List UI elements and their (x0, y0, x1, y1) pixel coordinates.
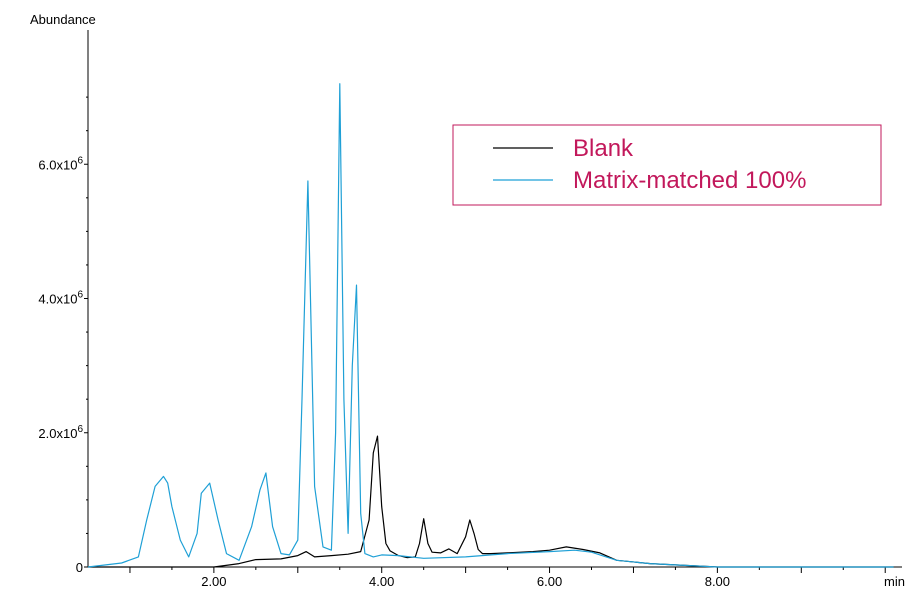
series-line-matrix-matched (87, 83, 894, 568)
x-tick-label: 6.00 (537, 574, 562, 589)
legend-box (452, 124, 882, 206)
x-axis-title: min (884, 574, 905, 589)
y-tick-label: 4.0x106 (38, 290, 83, 307)
y-tick-label: 2.0x106 (38, 424, 83, 441)
y-tick-label: 6.0x106 (38, 155, 83, 172)
series-lines (87, 83, 894, 568)
x-tick-label: 4.00 (369, 574, 394, 589)
axes: Abundance min (30, 12, 905, 589)
legend-label: Blank (573, 135, 634, 162)
series-line-blank (88, 435, 894, 568)
legend-label: Matrix-matched 100% (573, 167, 806, 194)
ticks: 2.00 4.00 6.00 8.00 0 2.0x106 4.0x106 6.0x106 (38, 96, 886, 589)
x-tick-label: 2.00 (201, 574, 226, 589)
y-tick-label: 0 (76, 560, 83, 575)
x-tick-label: 8.00 (705, 574, 730, 589)
y-axis-title: Abundance (30, 12, 96, 27)
legend: Blank Matrix-matched 100% (452, 124, 882, 206)
